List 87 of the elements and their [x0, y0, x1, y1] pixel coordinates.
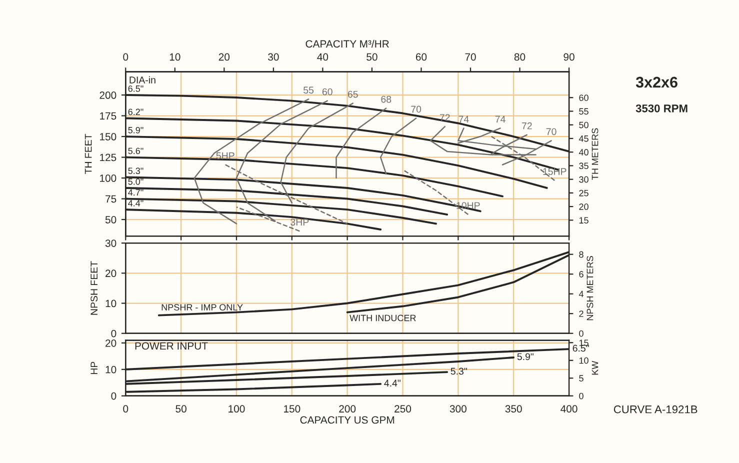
- text: CURVE A-1921B: [614, 405, 698, 414]
- y2-tick-label: 30: [579, 176, 588, 183]
- y2-tick-label: 45: [578, 136, 588, 142]
- y-tick-label: 10: [106, 300, 116, 308]
- x2-axis-title: CAPACITY M³/HR: [306, 40, 389, 48]
- series-label: 6.5": [572, 344, 589, 352]
- y2-tick-label: 35: [579, 162, 588, 170]
- series-label: 72: [522, 122, 532, 130]
- y2-tick-label: 10: [579, 357, 588, 364]
- y-tick-label: 50: [105, 216, 116, 224]
- series-label: 74: [495, 116, 506, 123]
- y2-tick-label: 20: [579, 204, 588, 210]
- y2-tick-label: 40: [578, 149, 588, 156]
- x2-tick-label: 50: [366, 53, 378, 61]
- x2-tick-label: 80: [514, 53, 526, 61]
- x-tick-label: 250: [394, 405, 412, 413]
- series-label: 4.4": [128, 200, 144, 206]
- y-tick-label: 125: [100, 154, 116, 162]
- x2-tick-label: 40: [317, 53, 328, 61]
- y-tick-label: 75: [106, 195, 116, 203]
- y2-tick-label: 25: [579, 190, 588, 196]
- series-label: 6.5": [128, 85, 144, 92]
- series-label: 68: [381, 96, 392, 103]
- x2-tick-label: 90: [564, 53, 574, 61]
- series-label: 60: [322, 88, 332, 96]
- y-axis-title: TH FEET: [84, 134, 92, 174]
- text: 3530 RPM: [636, 104, 688, 112]
- x-tick-label: 300: [450, 405, 466, 413]
- y2-tick-label: 55: [579, 108, 588, 115]
- y2-tick-label: 5: [579, 375, 584, 382]
- chart-title: POWER INPUT: [135, 342, 208, 350]
- x-tick-label: 400: [560, 405, 578, 413]
- y2-tick-label: 8: [579, 251, 584, 258]
- x-tick-label: 0: [123, 405, 128, 413]
- y2-tick-label: 6: [579, 271, 584, 278]
- series-label: 5.9": [517, 353, 534, 360]
- series-label: 70: [411, 106, 422, 113]
- series-label: 6.2": [128, 108, 144, 116]
- y2-tick-label: 2: [579, 310, 584, 317]
- series-label: 74: [458, 116, 469, 123]
- y2-tick-label: 0: [579, 392, 584, 400]
- x-tick-label: 50: [176, 405, 186, 413]
- legend-title: DIA-in: [130, 76, 156, 84]
- x-axis-title: CAPACITY US GPM: [300, 416, 394, 424]
- x-tick-label: 150: [284, 405, 300, 413]
- series-label: 5.3": [450, 368, 467, 375]
- series-label: 5.3": [128, 168, 144, 174]
- series-label: NPSHR - IMP ONLY: [162, 304, 243, 311]
- y-axis-title: HP: [90, 362, 98, 374]
- series-label: 4.7": [128, 189, 144, 196]
- y-tick-label: 10: [106, 366, 116, 374]
- y-tick-label: 20: [106, 339, 116, 347]
- y2-axis-title: KW: [592, 360, 598, 375]
- x2-tick-label: 60: [416, 53, 427, 61]
- y2-axis-title: TH METERS: [592, 128, 598, 180]
- x2-tick-label: 30: [268, 53, 279, 61]
- y-tick-label: 100: [100, 174, 116, 182]
- series-label: 15HP: [543, 168, 566, 175]
- x-tick-label: 100: [228, 405, 245, 413]
- y-axis-title: NPSH FEET: [90, 261, 98, 315]
- series-label: 5.9": [128, 126, 144, 134]
- x2-tick-label: 70: [465, 53, 476, 61]
- x2-tick-label: 10: [170, 53, 180, 61]
- series-label: WITH INDUCER: [350, 314, 416, 322]
- x-tick-label: 200: [339, 405, 356, 413]
- series-label: 55: [304, 86, 314, 94]
- y-tick-label: 200: [100, 92, 116, 99]
- text: 3x2x6: [636, 76, 678, 88]
- series-label: 4.4": [384, 380, 400, 386]
- y2-tick-label: 0: [579, 330, 584, 337]
- y2-tick-label: 15: [579, 217, 588, 224]
- y2-tick-label: 60: [579, 94, 588, 101]
- y-tick-label: 0: [111, 392, 116, 400]
- y2-tick-label: 50: [579, 122, 588, 128]
- series-label: 5.0": [128, 178, 144, 185]
- x-tick-label: 350: [505, 405, 522, 413]
- y2-tick-label: 4: [578, 290, 584, 298]
- y-tick-label: 20: [106, 270, 116, 278]
- y-tick-label: 0: [111, 330, 116, 338]
- y-tick-label: 150: [100, 133, 116, 140]
- y2-axis-title: NPSH METERS: [586, 256, 594, 320]
- y-tick-label: 175: [100, 112, 116, 120]
- series-label: 5.6": [128, 148, 144, 154]
- x2-tick-label: 20: [218, 53, 230, 61]
- x2-tick-label: 0: [123, 53, 128, 61]
- y-tick-label: 30: [105, 240, 116, 247]
- series-label: 70: [546, 128, 556, 136]
